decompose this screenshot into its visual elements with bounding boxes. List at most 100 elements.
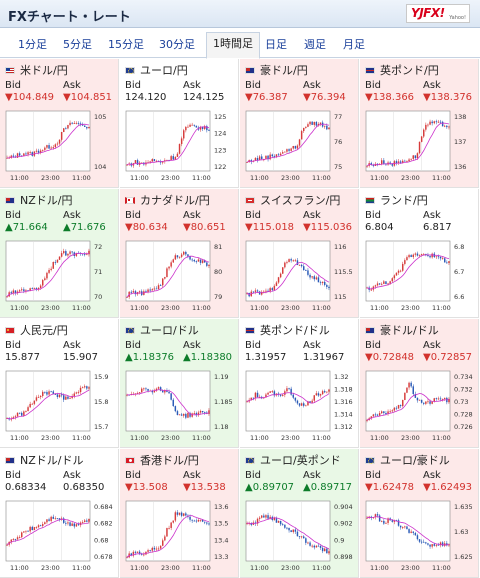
mini-chart[interactable]: 77 76 75 11:00 23:00 11:00 <box>243 108 356 184</box>
pair-label[interactable]: NZドル/円 <box>20 194 73 207</box>
pair-label[interactable]: ユーロ/英ポンド <box>260 454 341 467</box>
rate-cell[interactable]: 英ポンド/円 Bid Ask ▼138.366 ▼138.376 138 137 136 11:… <box>360 59 479 188</box>
rate-cell[interactable]: NZドル/ドル Bid Ask 0.68334 0.68350 0.684 0.682 0.6… <box>0 449 119 578</box>
rate-cell[interactable]: ユーロ/豪ドル Bid Ask ▼1.62478 ▼1.62493 1.635 1.63 1.… <box>360 449 479 578</box>
au-flag-icon <box>365 326 375 334</box>
pair-name[interactable]: スイスフラン/円 <box>245 192 340 208</box>
candle-body <box>408 529 410 533</box>
candle-body <box>71 523 73 526</box>
candle-body <box>263 291 265 293</box>
candle-body <box>269 154 271 160</box>
rate-cell[interactable]: 人民元/円 Bid Ask 15.877 15.907 15.9 15.8 15.7 11:00… <box>0 319 119 448</box>
tab-1hour[interactable]: 1時間足 <box>206 32 260 59</box>
pair-label[interactable]: ランド/円 <box>380 194 428 207</box>
pair-name[interactable]: ユーロ/英ポンド <box>245 452 341 468</box>
pair-label[interactable]: NZドル/ドル <box>20 454 84 467</box>
mini-chart[interactable]: 6.8 6.7 6.6 11:00 23:00 11:00 <box>363 238 476 314</box>
y-tick-label: 6.7 <box>454 268 464 276</box>
mini-chart[interactable]: 1.635 1.63 1.625 11:00 23:00 11:00 <box>363 498 476 574</box>
mini-chart[interactable]: 0.734 0.732 0.73 0.728 0.726 11:00 23:00 11:00 <box>363 368 476 444</box>
pair-name[interactable]: ユーロ/ドル <box>125 322 199 338</box>
tab-5min[interactable]: 5分足 <box>63 38 92 51</box>
tab-15min[interactable]: 15分足 <box>108 38 144 51</box>
pair-label[interactable]: スイスフラン/円 <box>260 194 341 207</box>
mini-chart[interactable]: 105 104 11:00 23:00 11:00 <box>3 108 116 184</box>
candle-body <box>298 264 301 266</box>
pair-name[interactable]: ランド/円 <box>365 192 428 208</box>
pair-label[interactable]: 米ドル/円 <box>20 64 68 77</box>
mini-chart[interactable]: 15.9 15.8 15.7 11:00 23:00 11:00 <box>3 368 116 444</box>
pair-name[interactable]: 香港ドル/円 <box>125 452 199 468</box>
rate-cell[interactable]: スイスフラン/円 Bid Ask ▼115.018 ▼115.036 116 115.5 11… <box>240 189 359 318</box>
tab-1min[interactable]: 1分足 <box>18 38 47 51</box>
candle-body <box>246 162 248 163</box>
pair-label[interactable]: 豪ドル/円 <box>260 64 308 77</box>
pair-name[interactable]: 英ポンド/ドル <box>245 322 330 338</box>
candle-body <box>88 518 90 522</box>
rate-cell[interactable]: 香港ドル/円 Bid Ask ▼13.508 ▼13.538 13.6 13.5 13.4 13… <box>120 449 239 578</box>
pair-name[interactable]: カナダドル/円 <box>125 192 210 208</box>
pair-label[interactable]: ユーロ/ドル <box>140 324 199 337</box>
candle-body <box>86 126 88 129</box>
timeframe-tabs: 1分足 5分足 15分足 30分足 1時間足 日足 週足 月足 <box>0 28 480 59</box>
pair-name[interactable]: NZドル/円 <box>5 192 72 208</box>
pair-name[interactable]: 豪ドル/円 <box>245 62 308 78</box>
yjfx-logo[interactable]: YJFX! Yahoo! <box>406 4 470 23</box>
pair-label[interactable]: ユーロ/円 <box>140 64 188 77</box>
mini-chart[interactable]: 81 80 79 11:00 23:00 11:00 <box>123 238 236 314</box>
candle-body <box>63 395 65 400</box>
mini-chart[interactable]: 72 71 70 11:00 23:00 11:00 <box>3 238 116 314</box>
rate-cell[interactable]: 豪ドル/ドル Bid Ask ▼0.72848 ▼0.72857 0.734 0.732 0.… <box>360 319 479 448</box>
rate-cell[interactable]: 豪ドル/円 Bid Ask ▼76.387 ▼76.394 77 76 75 11:00 23:0… <box>240 59 359 188</box>
rate-cell[interactable]: NZドル/円 Bid Ask ▲71.664 ▲71.676 72 71 70 11:00 23:… <box>0 189 119 318</box>
pair-name[interactable]: 人民元/円 <box>5 322 68 338</box>
rate-cell[interactable]: ユーロ/ドル Bid Ask ▲1.18376 ▲1.18380 1.19 1.185 1.1… <box>120 319 239 448</box>
pair-name[interactable]: 米ドル/円 <box>5 62 68 78</box>
pair-label[interactable]: 英ポンド/円 <box>380 64 439 77</box>
nz-flag-icon <box>5 196 15 204</box>
header-bar: FXチャート・レート YJFX! Yahoo! <box>0 0 480 28</box>
pair-name[interactable]: 英ポンド/円 <box>365 62 439 78</box>
candle-body <box>296 400 299 404</box>
rate-cell[interactable]: 英ポンド/ドル Bid Ask 1.31957 1.31967 1.32 1.318 1.31… <box>240 319 359 448</box>
pair-label[interactable]: ユーロ/豪ドル <box>380 454 450 467</box>
rate-cell[interactable]: カナダドル/円 Bid Ask ▼80.634 ▼80.651 81 80 79 11:00 23… <box>120 189 239 318</box>
pair-label[interactable]: 英ポンド/ドル <box>260 324 330 337</box>
x-tick-label: 23:00 <box>161 564 180 572</box>
rate-cell[interactable]: ユーロ/英ポンド Bid Ask ▲0.89707 ▲0.89717 0.904 0.902… <box>240 449 359 578</box>
candle-body <box>433 544 435 546</box>
pair-name[interactable]: NZドル/ドル <box>5 452 83 468</box>
chart-plot-area <box>5 240 91 302</box>
mini-chart[interactable]: 1.19 1.185 1.18 11:00 23:00 11:00 <box>123 368 236 444</box>
mini-chart[interactable]: 116 115.5 115 11:00 23:00 11:00 <box>243 238 356 314</box>
pair-label[interactable]: 人民元/円 <box>20 324 68 337</box>
ask-value: ▲0.89717 <box>303 482 353 493</box>
pair-label[interactable]: 香港ドル/円 <box>140 454 199 467</box>
mini-chart[interactable]: 13.6 13.5 13.4 13.3 11:00 23:00 11:00 <box>123 498 236 574</box>
candle-body <box>166 390 168 392</box>
mini-chart[interactable]: 138 137 136 11:00 23:00 11:00 <box>363 108 476 184</box>
candle-body <box>155 160 158 162</box>
mini-chart[interactable]: 1.32 1.318 1.316 1.314 1.312 11:00 23:00 11:00 <box>243 368 356 444</box>
candle-body <box>39 396 42 397</box>
tab-monthly[interactable]: 月足 <box>343 38 365 51</box>
rate-cell[interactable]: ランド/円 Bid Ask 6.804 6.817 6.8 6.7 6.6 11:00 23:00… <box>360 189 479 318</box>
tab-weekly[interactable]: 週足 <box>304 38 326 51</box>
candle-body <box>399 161 402 163</box>
pair-label[interactable]: 豪ドル/ドル <box>380 324 439 337</box>
mini-chart[interactable]: 125 124 123 122 11:00 23:00 11:00 <box>123 108 236 184</box>
mini-chart[interactable]: 0.904 0.902 0.9 0.898 11:00 23:00 11:00 <box>243 498 356 574</box>
candle-body <box>300 536 303 538</box>
pair-name[interactable]: 豪ドル/ドル <box>365 322 439 338</box>
tab-30min[interactable]: 30分足 <box>159 38 195 51</box>
tab-daily[interactable]: 日足 <box>265 38 287 51</box>
pair-name[interactable]: ユーロ/豪ドル <box>365 452 450 468</box>
rate-cell[interactable]: 米ドル/円 Bid Ask ▼104.849 ▼104.851 105 104 11:00 23… <box>0 59 119 188</box>
candle-body <box>147 388 149 391</box>
mini-chart[interactable]: 0.684 0.682 0.68 0.678 11:00 23:00 11:00 <box>3 498 116 574</box>
pair-name[interactable]: ユーロ/円 <box>125 62 188 78</box>
rate-cell[interactable]: ユーロ/円 Bid Ask 124.120 124.125 125 124 123 122 11:… <box>120 59 239 188</box>
moving-average-line <box>246 517 330 549</box>
pair-label[interactable]: カナダドル/円 <box>140 194 210 207</box>
candle-body <box>174 255 177 260</box>
